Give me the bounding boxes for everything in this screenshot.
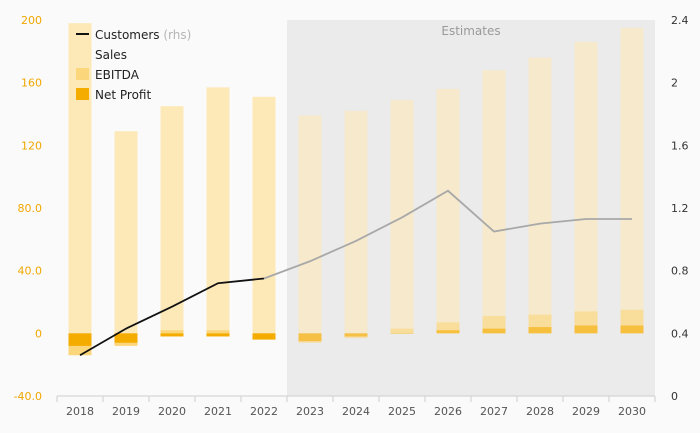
sales-bar-2019 bbox=[114, 131, 138, 334]
ebitda-bar-2021 bbox=[206, 330, 230, 334]
sales-bar-2024 bbox=[344, 110, 368, 334]
net-profit-bar-2023 bbox=[298, 333, 322, 342]
y-right-tick-label: 0.4 bbox=[671, 327, 689, 340]
sales-bar-2030 bbox=[620, 27, 644, 334]
lines-layer bbox=[79, 189, 632, 357]
y-right-tick-label: 2.4 bbox=[671, 14, 689, 27]
y-right-tick-label: 0 bbox=[671, 390, 678, 403]
x-tick-label-2021: 2021 bbox=[204, 405, 232, 418]
x-tick-label-2022: 2022 bbox=[250, 405, 278, 418]
y-left-tick-label: 200 bbox=[21, 14, 42, 27]
y-left-tick-label: 40.0 bbox=[18, 265, 43, 278]
y-axis-left: 200 160 120 80.0 40.0 0 -40.0 bbox=[14, 14, 42, 403]
x-tick-label-2030: 2030 bbox=[618, 405, 646, 418]
net-profit-bar-2022 bbox=[252, 333, 276, 340]
legend-label-net-profit: Net Profit bbox=[95, 88, 151, 102]
customers-line-actual bbox=[79, 277, 265, 357]
net-profit-bar-2028 bbox=[528, 327, 552, 334]
legend-label-sales: Sales bbox=[95, 48, 127, 62]
sales-bar-2020 bbox=[160, 106, 184, 334]
y-left-tick-label: 120 bbox=[21, 139, 42, 152]
x-tick-label-2026: 2026 bbox=[434, 405, 462, 418]
sales-bar-2028 bbox=[528, 57, 552, 334]
y-right-tick-label: 0.8 bbox=[671, 265, 689, 278]
legend-note-rhs: (rhs) bbox=[163, 28, 191, 42]
estimates-label: Estimates bbox=[441, 24, 500, 38]
y-right-tick-label: 1.6 bbox=[671, 139, 689, 152]
bars-layer bbox=[68, 23, 644, 356]
y-right-tick-label: 2 bbox=[671, 77, 678, 90]
sales-bar-2021 bbox=[206, 87, 230, 334]
y-left-tick-label: -40.0 bbox=[14, 390, 42, 403]
legend-swatch-ebitda bbox=[76, 68, 89, 80]
y-left-tick-label: 0 bbox=[35, 327, 42, 340]
legend: Customers (rhs) Sales EBITDA Net Profit bbox=[76, 28, 191, 102]
net-profit-bar-2027 bbox=[482, 328, 506, 334]
ebitda-bar-2026 bbox=[436, 322, 460, 334]
x-tick-label-2019: 2019 bbox=[112, 405, 140, 418]
x-tick-label-2029: 2029 bbox=[572, 405, 600, 418]
estimates-region bbox=[287, 20, 655, 396]
net-profit-bar-2018 bbox=[68, 333, 92, 346]
net-profit-bar-2020 bbox=[160, 333, 184, 337]
net-profit-bar-2021 bbox=[206, 333, 230, 337]
sales-bar-2022 bbox=[252, 96, 276, 334]
sales-bar-2023 bbox=[298, 115, 322, 334]
y-left-tick-label: 160 bbox=[21, 77, 42, 90]
legend-label-ebitda: EBITDA bbox=[95, 68, 140, 82]
x-tick-label-2018: 2018 bbox=[66, 405, 94, 418]
net-profit-bar-2019 bbox=[114, 333, 138, 343]
ebitda-bar-2025 bbox=[390, 328, 414, 334]
customers-line-estimates bbox=[263, 189, 632, 280]
y-axis-right: 2.4 2 1.6 1.2 0.8 0.4 0 bbox=[671, 14, 689, 403]
net-profit-bar-2024 bbox=[344, 333, 368, 337]
net-profit-bar-2029 bbox=[574, 325, 598, 334]
net-profit-bar-2026 bbox=[436, 330, 460, 334]
legend-label-customers: Customers (rhs) bbox=[95, 28, 191, 42]
x-ticks: 2018 2019 2020 2021 2022 2023 2024 2025 2026 2027… bbox=[56, 396, 656, 418]
net-profit-bar-2025 bbox=[390, 333, 414, 334]
y-right-tick-label: 1.2 bbox=[671, 202, 689, 215]
sales-bar-2029 bbox=[574, 41, 598, 334]
net-profit-bar-2030 bbox=[620, 325, 644, 334]
x-tick-label-2025: 2025 bbox=[388, 405, 416, 418]
x-tick-label-2028: 2028 bbox=[526, 405, 554, 418]
sales-bar-2026 bbox=[436, 88, 460, 334]
x-tick-label-2020: 2020 bbox=[158, 405, 186, 418]
x-tick-label-2024: 2024 bbox=[342, 405, 370, 418]
sales-bar-2027 bbox=[482, 70, 506, 334]
y-left-tick-label: 80.0 bbox=[18, 202, 43, 215]
ebitda-bar-2020 bbox=[160, 330, 184, 334]
x-tick-label-2023: 2023 bbox=[296, 405, 324, 418]
legend-swatch-net-profit bbox=[76, 88, 89, 100]
sales-bar-2018 bbox=[68, 23, 92, 334]
x-tick-label-2027: 2027 bbox=[480, 405, 508, 418]
